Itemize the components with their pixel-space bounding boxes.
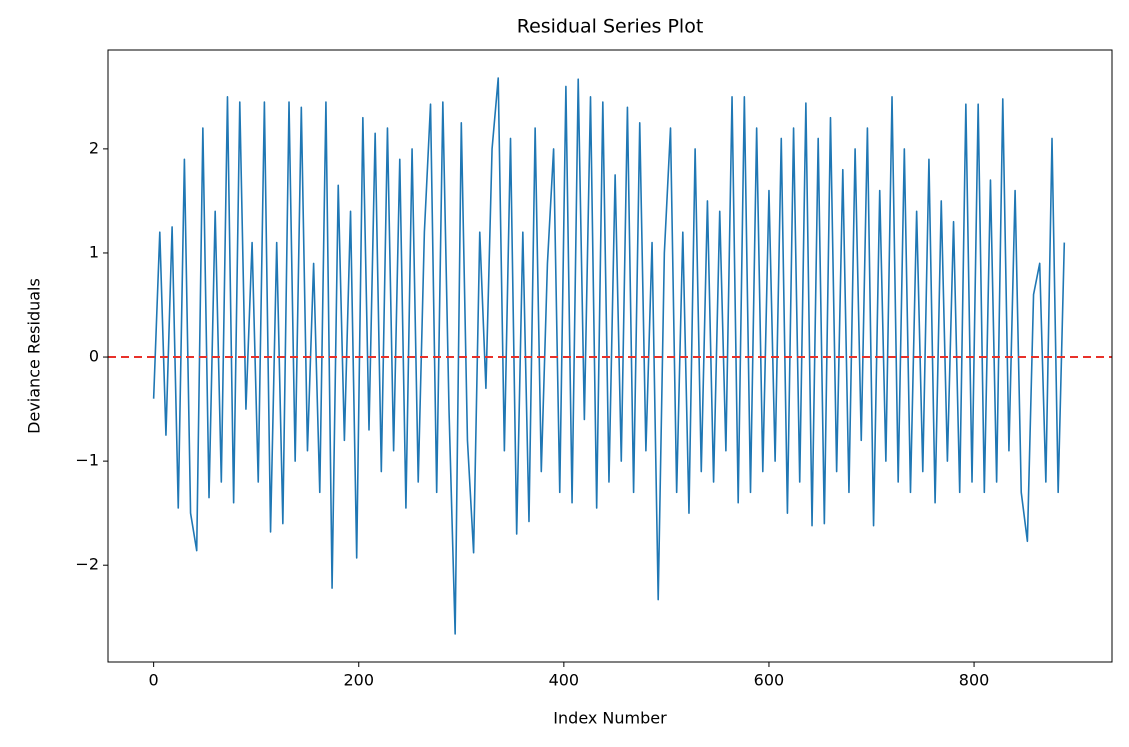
data-line [152, 77, 1066, 635]
x-tick-label: 600 [754, 671, 785, 690]
plot-frame [107, 49, 1113, 663]
chart-title: Residual Series Plot [517, 16, 704, 38]
y-tick-label: −1 [75, 451, 99, 470]
x-tick-label: 800 [959, 671, 990, 690]
y-tick-label: 0 [89, 347, 99, 366]
x-tick-label: 200 [343, 671, 374, 690]
y-tick-label: 2 [89, 138, 99, 157]
x-tick-label: 400 [549, 671, 580, 690]
x-tick-label: 0 [149, 671, 159, 690]
y-tick-label: −2 [75, 555, 99, 574]
x-axis-label: Index Number [553, 709, 667, 728]
y-axis-label: Deviance Residuals [25, 278, 44, 434]
y-tick-label: 1 [89, 242, 99, 261]
